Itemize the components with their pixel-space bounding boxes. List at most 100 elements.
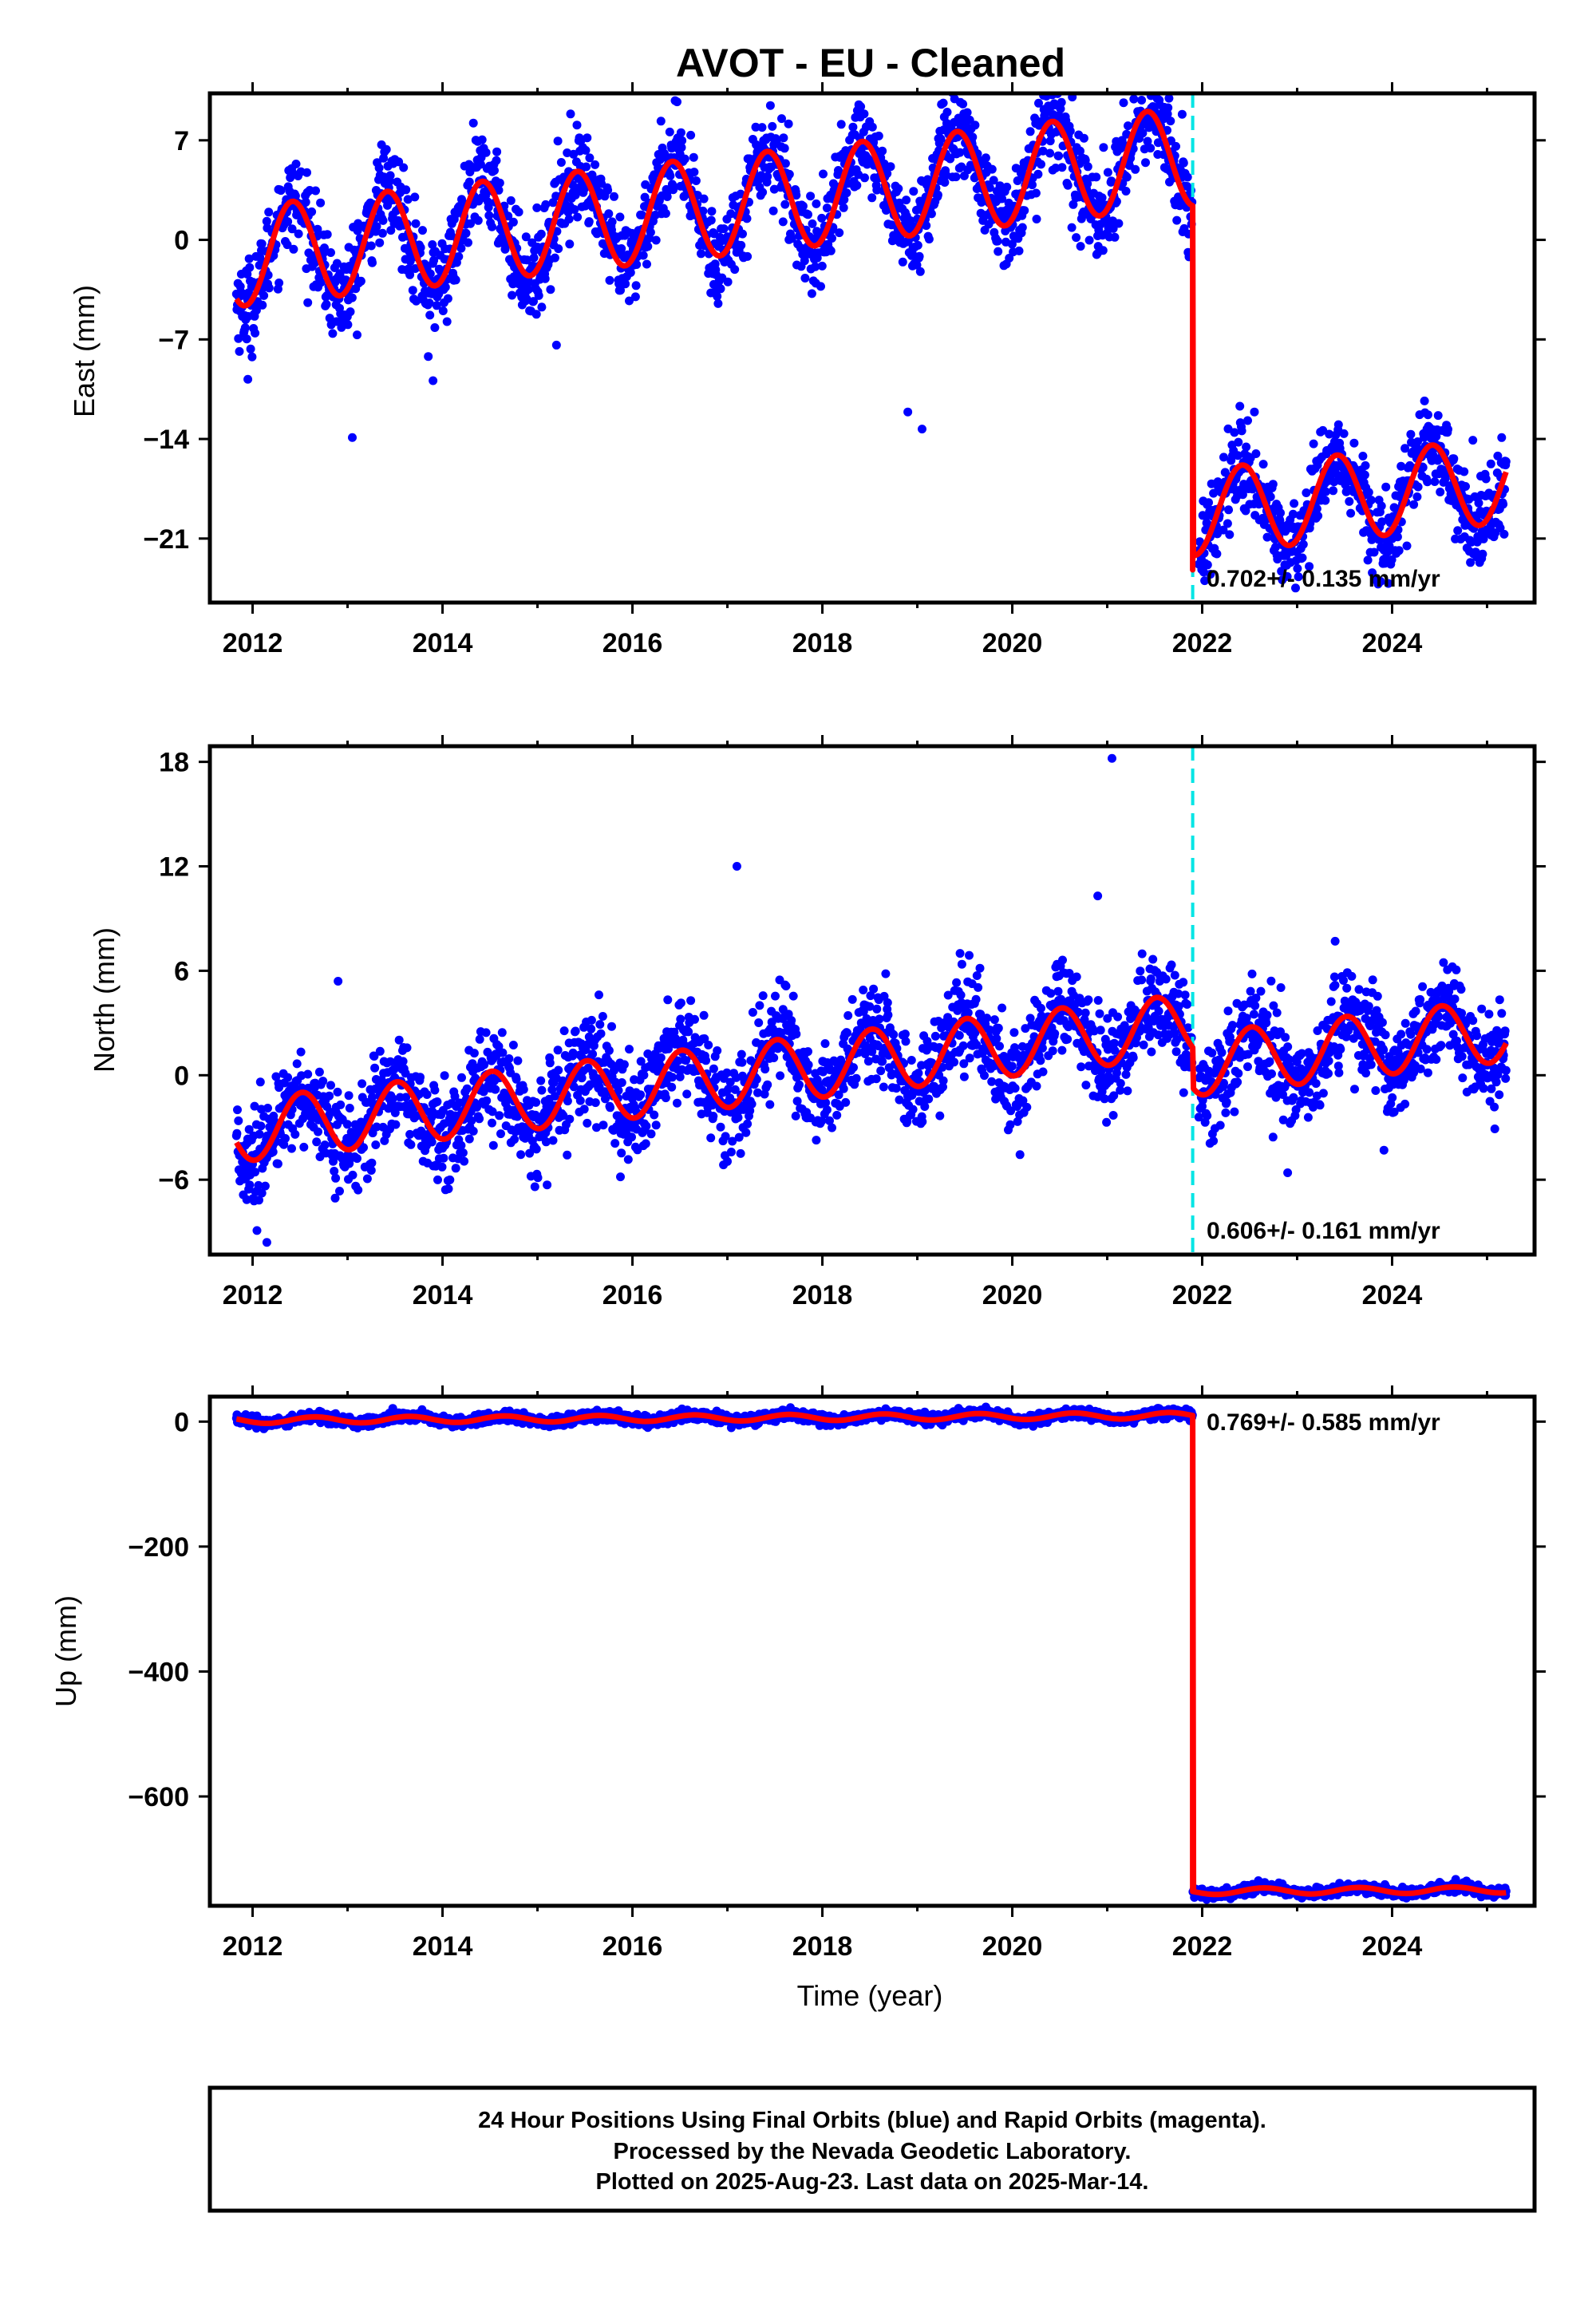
north-point xyxy=(1207,1048,1217,1057)
east-point xyxy=(1067,223,1077,232)
north-point xyxy=(362,1174,372,1184)
north-point xyxy=(359,1143,368,1152)
east-point xyxy=(1276,508,1285,518)
east-point xyxy=(913,240,922,250)
east-point xyxy=(381,144,391,154)
east-point xyxy=(1481,474,1491,484)
north-point xyxy=(358,1079,367,1089)
north-point xyxy=(686,996,696,1006)
east-point xyxy=(1368,568,1377,578)
north-point xyxy=(914,1069,923,1078)
east-point xyxy=(780,144,789,153)
east-outlier-point xyxy=(1250,407,1259,417)
north-point xyxy=(675,1072,685,1081)
east-point xyxy=(1149,78,1158,87)
north-point xyxy=(851,1073,861,1083)
north-point xyxy=(1283,1042,1293,1052)
north-point xyxy=(1278,1115,1288,1124)
east-point xyxy=(666,171,675,180)
east-point xyxy=(642,259,651,269)
north-point xyxy=(268,1147,278,1156)
east-point xyxy=(1402,541,1412,551)
east-outlier-point xyxy=(551,340,561,350)
north-point xyxy=(724,1085,733,1094)
north-point xyxy=(480,1060,489,1069)
east-point xyxy=(1412,492,1422,501)
north-point xyxy=(681,1056,690,1065)
east-point xyxy=(1449,454,1459,464)
east-point xyxy=(322,299,331,309)
east-point xyxy=(955,148,965,157)
north-point xyxy=(607,1022,616,1031)
east-point xyxy=(1329,486,1338,496)
east-point xyxy=(915,267,925,276)
north-point xyxy=(475,1034,484,1044)
north-point xyxy=(1005,1120,1015,1129)
east-point xyxy=(461,228,471,238)
east-point xyxy=(689,152,698,162)
north-point xyxy=(292,1059,302,1069)
north-point xyxy=(752,1075,761,1084)
east-point xyxy=(1138,128,1148,138)
east-point xyxy=(377,228,387,238)
east-point xyxy=(1224,505,1234,515)
north-point xyxy=(975,963,985,973)
north-point xyxy=(457,1073,466,1082)
east-point xyxy=(938,98,948,108)
east-point xyxy=(291,160,301,168)
east-point xyxy=(673,97,681,107)
north-point xyxy=(920,1102,930,1111)
north-point xyxy=(915,1097,924,1106)
north-point xyxy=(464,1134,474,1144)
north-point xyxy=(722,1068,732,1077)
north-point xyxy=(1281,1033,1290,1042)
east-point xyxy=(630,292,640,302)
north-point xyxy=(954,1030,964,1040)
east-point xyxy=(638,251,648,260)
north-point xyxy=(1305,1088,1314,1097)
east-point xyxy=(839,195,849,204)
north-point xyxy=(841,1097,851,1107)
east-point xyxy=(492,156,501,165)
east-point xyxy=(425,310,435,320)
north-point xyxy=(639,1070,649,1080)
east-point xyxy=(631,281,641,290)
east-plot-area xyxy=(231,78,1511,603)
north-point xyxy=(625,1045,634,1054)
north-point xyxy=(1174,1002,1183,1011)
east-point xyxy=(1140,82,1148,91)
north-point xyxy=(832,1110,842,1120)
east-point xyxy=(1381,482,1391,492)
east-point xyxy=(325,314,334,323)
east-point xyxy=(494,185,504,195)
east-x-tick-label: 2018 xyxy=(792,628,853,658)
north-point xyxy=(571,1026,580,1036)
north-point xyxy=(1217,1048,1227,1057)
north-point xyxy=(990,1015,999,1025)
east-point xyxy=(603,185,613,195)
north-plot-area xyxy=(231,746,1511,1255)
north-point xyxy=(1209,1136,1219,1146)
east-point xyxy=(429,255,439,265)
north-point xyxy=(943,990,953,1000)
north-point xyxy=(494,1041,504,1051)
east-point xyxy=(765,101,775,110)
north-point xyxy=(1013,1117,1022,1126)
east-point xyxy=(258,300,267,310)
north-point xyxy=(726,1148,736,1156)
north-point xyxy=(908,1105,918,1114)
east-point xyxy=(385,171,395,180)
north-point xyxy=(843,1011,853,1020)
east-point xyxy=(1242,442,1251,452)
north-point xyxy=(760,1089,769,1099)
north-point xyxy=(701,1056,711,1065)
north-point xyxy=(1080,1015,1089,1024)
east-point xyxy=(1288,509,1298,519)
north-point xyxy=(747,1099,757,1109)
north-point xyxy=(1136,966,1145,976)
north-point xyxy=(513,1056,523,1065)
north-point xyxy=(667,1073,677,1082)
east-point xyxy=(811,262,820,271)
east-point xyxy=(259,290,269,300)
north-point xyxy=(1303,1113,1313,1122)
